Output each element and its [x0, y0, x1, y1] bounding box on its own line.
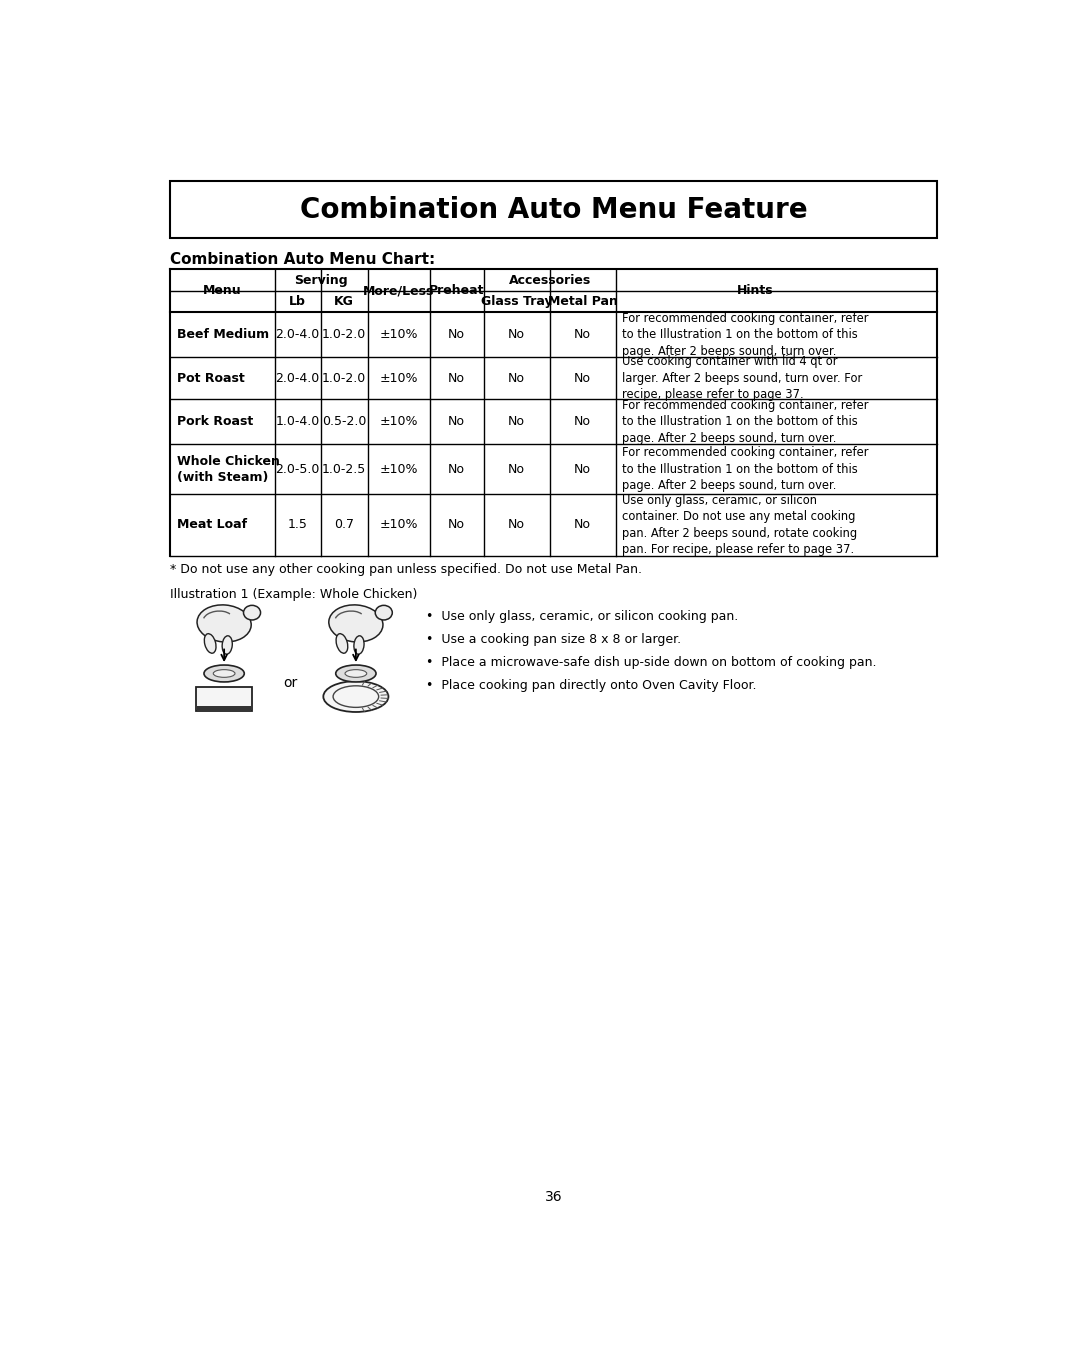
Text: Pot Roast: Pot Roast — [177, 372, 244, 385]
Text: Preheat: Preheat — [429, 284, 484, 298]
Ellipse shape — [204, 665, 244, 681]
Text: Menu: Menu — [203, 284, 242, 298]
Text: No: No — [509, 372, 525, 385]
Text: 0.7: 0.7 — [334, 518, 354, 532]
Text: Metal Pan: Metal Pan — [548, 295, 618, 308]
Text: ±10%: ±10% — [379, 462, 418, 476]
Text: No: No — [575, 372, 591, 385]
Text: Combination Auto Menu Feature: Combination Auto Menu Feature — [299, 196, 808, 223]
Text: For recommended cooking container, refer
to the Illustration 1 on the bottom of : For recommended cooking container, refer… — [622, 311, 869, 358]
Text: Combination Auto Menu Chart:: Combination Auto Menu Chart: — [170, 252, 435, 267]
Text: Use cooking container with lid 4 qt or
larger. After 2 beeps sound, turn over. F: Use cooking container with lid 4 qt or l… — [622, 355, 863, 402]
FancyBboxPatch shape — [170, 181, 937, 239]
Ellipse shape — [197, 605, 252, 642]
Text: No: No — [509, 518, 525, 532]
Ellipse shape — [328, 605, 383, 642]
Text: 2.0-4.0: 2.0-4.0 — [275, 372, 320, 385]
Text: •  Place cooking pan directly onto Oven Cavity Floor.: • Place cooking pan directly onto Oven C… — [426, 679, 756, 692]
Text: 36: 36 — [544, 1190, 563, 1204]
Ellipse shape — [222, 636, 232, 654]
Ellipse shape — [323, 681, 389, 712]
Text: KG: KG — [335, 295, 354, 308]
Text: ±10%: ±10% — [379, 328, 418, 341]
Text: 1.0-2.0: 1.0-2.0 — [322, 328, 366, 341]
Text: Pork Roast: Pork Roast — [177, 415, 253, 428]
Text: ±10%: ±10% — [379, 518, 418, 532]
Ellipse shape — [204, 633, 216, 653]
Text: 2.0-5.0: 2.0-5.0 — [275, 462, 320, 476]
Text: Whole Chicken
(with Steam): Whole Chicken (with Steam) — [177, 455, 280, 484]
Ellipse shape — [336, 633, 348, 653]
Text: No: No — [448, 372, 465, 385]
Text: 2.0-4.0: 2.0-4.0 — [275, 328, 320, 341]
Text: No: No — [448, 518, 465, 532]
Text: 0.5-2.0: 0.5-2.0 — [322, 415, 366, 428]
Text: No: No — [509, 328, 525, 341]
Text: Meat Loaf: Meat Loaf — [177, 518, 247, 532]
Text: No: No — [448, 462, 465, 476]
Text: Serving: Serving — [294, 274, 348, 287]
Text: •  Use only glass, ceramic, or silicon cooking pan.: • Use only glass, ceramic, or silicon co… — [426, 610, 738, 622]
Text: Illustration 1 (Example: Whole Chicken): Illustration 1 (Example: Whole Chicken) — [170, 588, 417, 600]
Text: ±10%: ±10% — [379, 415, 418, 428]
Text: No: No — [575, 415, 591, 428]
Text: 1.0-2.5: 1.0-2.5 — [322, 462, 366, 476]
Text: •  Place a microwave-safe dish up-side down on bottom of cooking pan.: • Place a microwave-safe dish up-side do… — [426, 655, 876, 669]
Text: No: No — [448, 415, 465, 428]
Text: No: No — [575, 518, 591, 532]
Text: or: or — [283, 676, 297, 690]
Text: 1.0-4.0: 1.0-4.0 — [275, 415, 320, 428]
Ellipse shape — [213, 669, 235, 677]
Ellipse shape — [336, 665, 376, 681]
Text: ±10%: ±10% — [379, 372, 418, 385]
Bar — [197, 706, 252, 710]
Text: •  Use a cooking pan size 8 x 8 or larger.: • Use a cooking pan size 8 x 8 or larger… — [426, 632, 680, 646]
Text: Lb: Lb — [289, 295, 307, 308]
Ellipse shape — [354, 636, 364, 654]
Text: No: No — [575, 328, 591, 341]
Bar — [170, 269, 937, 555]
Text: 1.5: 1.5 — [287, 518, 308, 532]
Text: * Do not use any other cooking pan unless specified. Do not use Metal Pan.: * Do not use any other cooking pan unles… — [170, 563, 642, 576]
Text: For recommended cooking container, refer
to the Illustration 1 on the bottom of : For recommended cooking container, refer… — [622, 399, 869, 444]
Text: More/Less: More/Less — [363, 284, 434, 298]
Ellipse shape — [243, 606, 260, 620]
Text: Accessories: Accessories — [509, 274, 591, 287]
Text: 1.0-2.0: 1.0-2.0 — [322, 372, 366, 385]
Text: Use only glass, ceramic, or silicon
container. Do not use any metal cooking
pan.: Use only glass, ceramic, or silicon cont… — [622, 494, 858, 557]
Text: No: No — [575, 462, 591, 476]
Ellipse shape — [375, 606, 392, 620]
Text: No: No — [509, 462, 525, 476]
Ellipse shape — [345, 669, 367, 677]
Text: No: No — [448, 328, 465, 341]
Text: Glass Tray: Glass Tray — [481, 295, 553, 308]
FancyBboxPatch shape — [197, 687, 252, 712]
Text: No: No — [509, 415, 525, 428]
Text: Hints: Hints — [737, 284, 773, 298]
Text: For recommended cooking container, refer
to the Illustration 1 on the bottom of : For recommended cooking container, refer… — [622, 446, 869, 492]
Text: Beef Medium: Beef Medium — [177, 328, 269, 341]
